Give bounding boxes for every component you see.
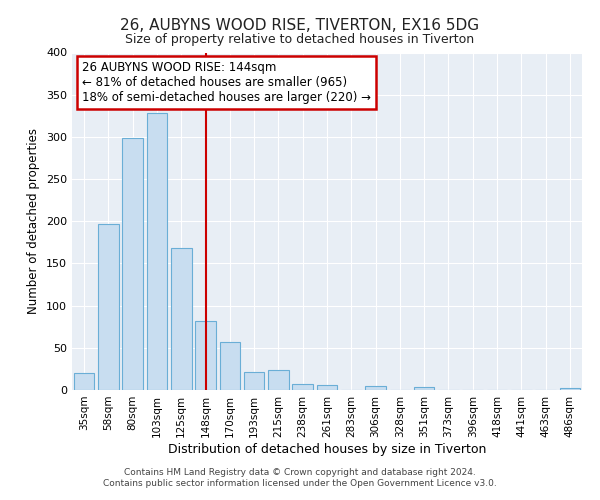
Bar (122, 138, 143, 390)
X-axis label: Distribution of detached houses by size in Tiverton: Distribution of detached houses by size … (168, 442, 486, 456)
Bar (560, 388, 580, 390)
Bar (317, 385, 337, 390)
Bar (146, 114, 167, 390)
Bar (220, 342, 240, 390)
Text: 26, AUBYNS WOOD RISE, TIVERTON, EX16 5DG: 26, AUBYNS WOOD RISE, TIVERTON, EX16 5DG (121, 18, 479, 32)
Text: 26 AUBYNS WOOD RISE: 144sqm
← 81% of detached houses are smaller (965)
18% of se: 26 AUBYNS WOOD RISE: 144sqm ← 81% of det… (82, 61, 371, 104)
Bar (292, 384, 313, 390)
Text: Size of property relative to detached houses in Tiverton: Size of property relative to detached ho… (125, 32, 475, 46)
Bar (171, 248, 191, 390)
Bar (414, 386, 434, 390)
Bar (74, 373, 94, 390)
Bar (195, 321, 216, 390)
Text: Contains HM Land Registry data © Crown copyright and database right 2024.
Contai: Contains HM Land Registry data © Crown c… (103, 468, 497, 487)
Bar (268, 370, 289, 390)
Bar (98, 224, 119, 390)
Y-axis label: Number of detached properties: Number of detached properties (28, 128, 40, 314)
Bar (244, 372, 265, 390)
Bar (365, 386, 386, 390)
